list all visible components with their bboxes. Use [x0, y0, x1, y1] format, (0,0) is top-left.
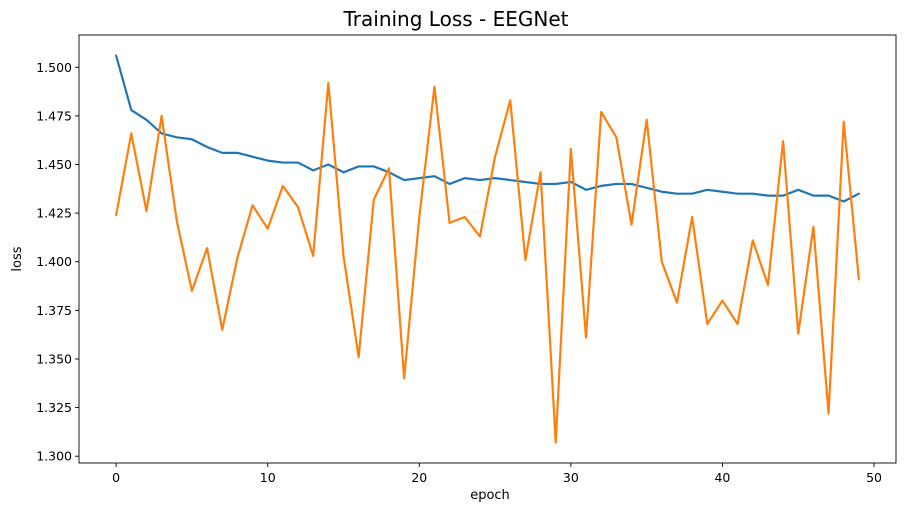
x-tick-label: 50 [866, 470, 882, 485]
x-tick-label: 0 [112, 470, 120, 485]
x-tick-label: 30 [563, 470, 579, 485]
y-tick-label: 1.325 [36, 400, 72, 415]
series-line-2 [115, 81, 860, 444]
y-tick-label: 1.400 [36, 254, 72, 269]
y-tick-label: 1.375 [36, 303, 72, 318]
x-axis: 0 10 20 30 40 50 [112, 463, 882, 485]
y-tick-label: 1.450 [36, 157, 72, 172]
series-line-1 [115, 54, 860, 203]
series-group [115, 54, 860, 444]
x-tick-label: 20 [411, 470, 427, 485]
chart-title: Training Loss - EEGNet [343, 7, 569, 31]
y-axis: 1.300 1.325 1.350 1.375 1.400 1.425 1.450 1.475… [36, 60, 79, 464]
y-tick-label: 1.475 [36, 108, 72, 123]
x-axis-label: epoch [470, 488, 510, 503]
y-tick-label: 1.350 [36, 351, 72, 366]
y-tick-label: 1.425 [36, 206, 72, 221]
plot-frame [78, 34, 897, 464]
y-tick-label: 1.300 [36, 449, 72, 464]
x-tick-label: 10 [260, 470, 276, 485]
x-tick-label: 40 [714, 470, 730, 485]
y-tick-label: 1.500 [36, 60, 72, 75]
y-axis-label: loss [10, 246, 25, 271]
